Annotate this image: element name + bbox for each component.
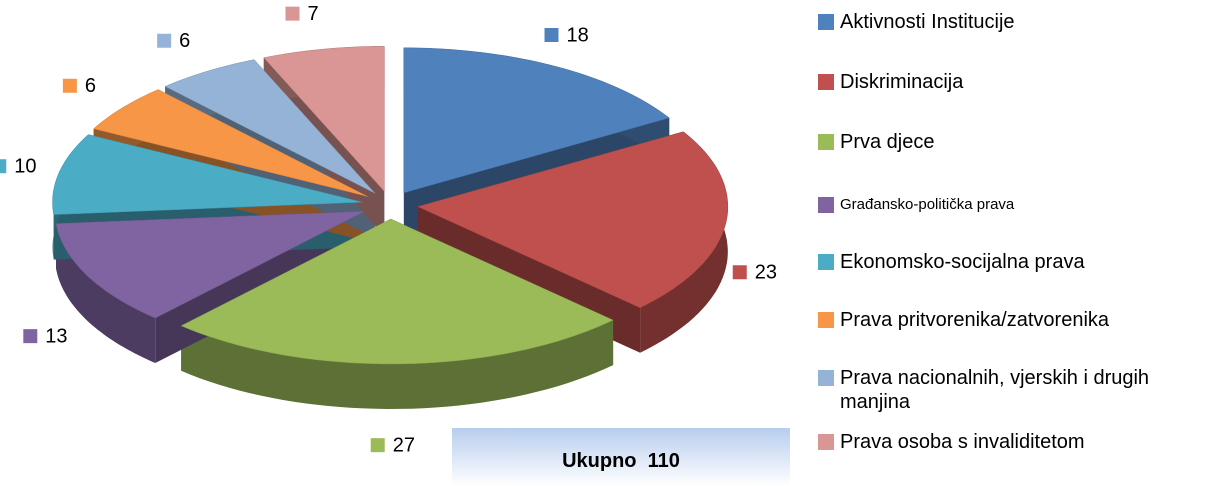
slice bbox=[52, 134, 363, 215]
legend-label: Prva djece bbox=[840, 131, 935, 153]
label-swatch bbox=[0, 159, 7, 174]
legend-swatch bbox=[818, 312, 834, 328]
data-label: 10 bbox=[14, 156, 36, 178]
slice bbox=[403, 47, 670, 194]
legend-label: Prava nacionalnih, vjerskih i drugih man… bbox=[840, 367, 1150, 413]
slice bbox=[164, 59, 376, 194]
legend-swatch bbox=[818, 254, 834, 270]
legend-swatch bbox=[818, 134, 834, 150]
slice bbox=[417, 131, 729, 308]
legend-entry: Građansko-politička prava bbox=[818, 193, 1218, 217]
legend-swatch bbox=[818, 434, 834, 450]
label-swatch bbox=[544, 27, 559, 42]
data-label: 27 bbox=[393, 434, 415, 456]
slice bbox=[55, 210, 366, 319]
legend-entry: Prava nacionalnih, vjerskih i drugih man… bbox=[818, 366, 1218, 414]
legend-entry: Diskriminacija bbox=[818, 70, 1218, 94]
slice-side bbox=[56, 223, 156, 363]
legend-label: Ekonomsko-socijalna prava bbox=[840, 251, 1085, 273]
label-swatch bbox=[157, 33, 172, 48]
legend-entry: Aktivnosti Institucije bbox=[818, 10, 1218, 34]
slice bbox=[263, 46, 385, 192]
label-swatch bbox=[370, 438, 385, 453]
label-swatch bbox=[23, 329, 38, 344]
slice bbox=[180, 218, 614, 365]
data-label: 18 bbox=[566, 24, 588, 46]
label-swatch bbox=[732, 265, 747, 280]
data-label: 13 bbox=[45, 325, 67, 347]
legend-swatch bbox=[818, 370, 834, 386]
legend-label: Diskriminacija bbox=[840, 71, 964, 93]
total-box: Ukupno 110 bbox=[452, 428, 790, 486]
data-label: 7 bbox=[307, 3, 318, 25]
legend-label: Prava pritvorenika/zatvorenika bbox=[840, 309, 1110, 331]
data-label: 6 bbox=[179, 30, 190, 52]
data-label: 6 bbox=[85, 75, 96, 97]
chart: 18 23 27 13 10 6 6 7 bbox=[0, 3, 777, 456]
legend-entry: Prava pritvorenika/zatvorenika bbox=[818, 308, 1218, 332]
data-label: 23 bbox=[755, 262, 777, 284]
legend-swatch bbox=[818, 14, 834, 30]
legend-entry: Prva djece bbox=[818, 130, 1218, 154]
slice bbox=[93, 89, 368, 197]
legend-entry: Ekonomsko-socijalna prava bbox=[818, 250, 1218, 274]
label-swatch bbox=[62, 78, 77, 93]
legend-swatch bbox=[818, 74, 834, 90]
legend-label: Građansko-politička prava bbox=[840, 196, 1015, 213]
legend-label: Aktivnosti Institucije bbox=[840, 11, 1015, 33]
legend-entry: Prava osoba s invaliditetom bbox=[818, 430, 1218, 454]
slice-side bbox=[181, 320, 614, 409]
legend-label: Prava osoba s invaliditetom bbox=[840, 431, 1085, 453]
label-swatch bbox=[285, 6, 300, 21]
legend-swatch bbox=[818, 197, 834, 213]
